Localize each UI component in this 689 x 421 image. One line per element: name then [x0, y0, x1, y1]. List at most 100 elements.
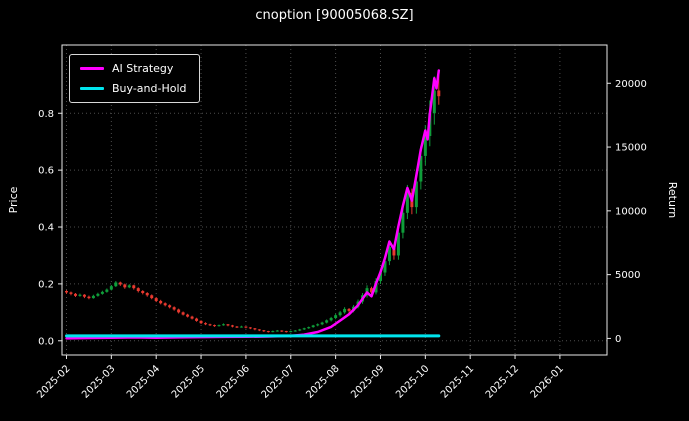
- candle: [195, 317, 199, 322]
- left-y-tick-label: 0.8: [38, 109, 54, 120]
- right-y-tick-label: 10000: [615, 206, 647, 217]
- axis-ticks: 2025-02 2025-03 2025-04 2025-05 2025-06 2025-…: [35, 79, 647, 401]
- candle: [253, 327, 257, 331]
- right-y-tick-label: 0: [615, 334, 621, 345]
- candle: [221, 323, 225, 326]
- candle: [69, 291, 73, 296]
- candle: [141, 290, 145, 295]
- candle: [320, 321, 324, 326]
- left-y-tick-label: 0.0: [38, 336, 54, 347]
- candle: [347, 308, 351, 313]
- candle: [186, 313, 190, 318]
- candle: [244, 326, 248, 329]
- legend-item-ai-strategy: AI Strategy: [80, 62, 187, 75]
- x-tick-label: 2025-11: [439, 363, 476, 400]
- candle: [208, 323, 212, 326]
- series-line-ai-strategy: [65, 69, 441, 340]
- candle: [271, 330, 275, 333]
- legend: AI Strategy Buy-and-Hold: [69, 54, 200, 103]
- x-tick-label: 2025-07: [260, 363, 297, 400]
- legend-label-ai-strategy: AI Strategy: [112, 62, 174, 75]
- chart-title: cnoption [90005068.SZ]: [255, 8, 414, 23]
- candle: [177, 308, 181, 314]
- right-y-tick-label: 20000: [615, 79, 647, 90]
- candle: [302, 327, 306, 330]
- x-tick-label: 2025-08: [304, 363, 341, 400]
- candle: [132, 284, 136, 290]
- candle: [280, 330, 284, 332]
- candle: [298, 328, 302, 332]
- right-axis-label: Return: [666, 181, 679, 219]
- candle: [172, 306, 176, 311]
- candle: [289, 330, 293, 333]
- x-tick-label: 2025-03: [80, 363, 117, 400]
- candle: [311, 324, 315, 328]
- candle: [123, 283, 127, 289]
- candle: [150, 294, 154, 300]
- candle: [159, 299, 163, 305]
- candle: [275, 329, 279, 332]
- candle: [109, 285, 113, 291]
- candle: [145, 292, 149, 297]
- grid-lines: [62, 45, 607, 355]
- candle: [91, 294, 95, 299]
- x-tick-label: 2025-09: [349, 363, 386, 400]
- left-y-tick-label: 0.6: [38, 166, 54, 177]
- candle: [181, 311, 185, 316]
- plot-border: [61, 44, 608, 356]
- left-y-tick-label: 0.2: [38, 279, 54, 290]
- candle: [199, 320, 203, 324]
- x-tick-label: 2025-05: [170, 363, 207, 400]
- candle: [217, 324, 221, 327]
- x-tick-label: 2025-12: [484, 363, 521, 400]
- candle: [307, 326, 311, 329]
- candle: [190, 315, 194, 320]
- candle: [325, 319, 329, 324]
- buy-and-hold-line-swatch: [80, 87, 104, 90]
- candle: [329, 316, 333, 322]
- candle: [78, 293, 82, 297]
- candle: [96, 292, 100, 297]
- x-tick-label: 2025-02: [35, 363, 72, 400]
- right-y-tick-label: 5000: [615, 270, 640, 281]
- candle: [316, 323, 320, 327]
- candles-group: [64, 72, 441, 333]
- candle: [64, 290, 68, 294]
- candle: [87, 295, 91, 300]
- candle: [163, 302, 167, 307]
- candle: [293, 329, 297, 332]
- candle: [266, 330, 270, 333]
- candle: [118, 281, 122, 286]
- left-axis-label: Price: [7, 186, 20, 214]
- candle: [343, 307, 347, 314]
- candle: [105, 288, 109, 293]
- x-tick-label: 2026-01: [529, 363, 566, 400]
- candle: [230, 324, 234, 328]
- x-tick-label: 2025-06: [215, 363, 252, 400]
- candle: [204, 322, 208, 326]
- legend-label-buy-and-hold: Buy-and-Hold: [112, 82, 187, 95]
- candle: [226, 324, 230, 327]
- x-tick-label: 2025-04: [125, 363, 162, 400]
- candle: [239, 325, 243, 328]
- candle: [284, 330, 288, 333]
- candle: [136, 287, 140, 293]
- candle: [235, 325, 239, 328]
- candle: [73, 293, 77, 297]
- candle: [257, 329, 261, 332]
- left-y-tick-label: 0.4: [38, 223, 54, 234]
- candle: [114, 281, 118, 288]
- candle: [262, 329, 266, 332]
- candle: [82, 294, 86, 299]
- candle: [154, 297, 158, 303]
- candle: [168, 304, 172, 309]
- ai-strategy-line-swatch: [80, 67, 104, 70]
- candle: [213, 324, 217, 327]
- x-tick-label: 2025-10: [394, 363, 431, 400]
- candle: [334, 314, 338, 320]
- legend-item-buy-and-hold: Buy-and-Hold: [80, 82, 187, 95]
- candle: [248, 327, 252, 330]
- candle: [100, 290, 104, 295]
